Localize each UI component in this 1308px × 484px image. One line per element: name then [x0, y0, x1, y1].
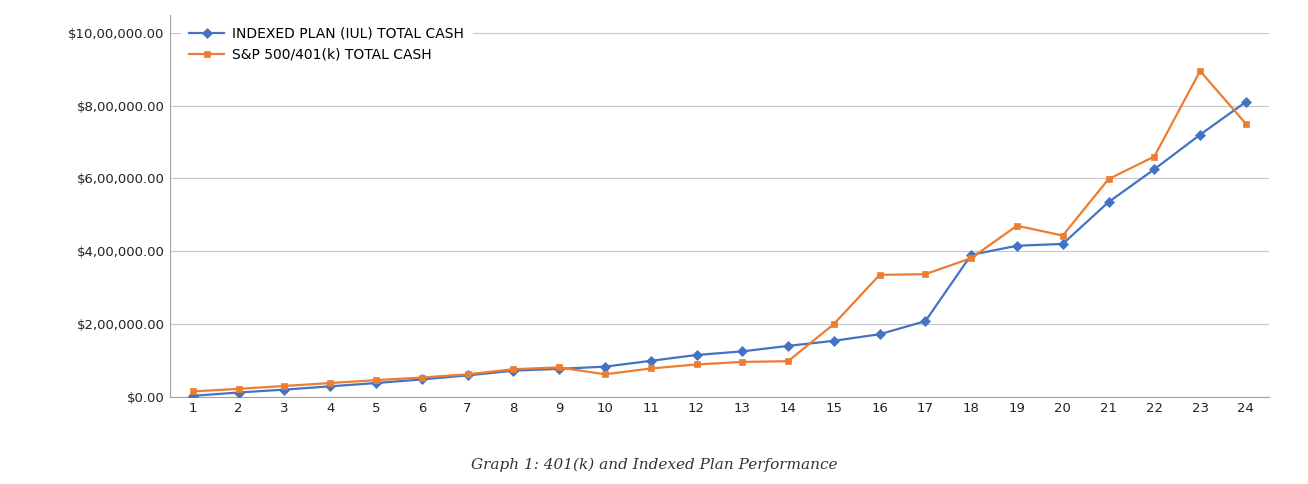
S&P 500/401(k) TOTAL CASH	[596, 371, 612, 377]
S&P 500/401(k) TOTAL CASH	[1237, 121, 1253, 127]
INDEXED PLAN (IUL) TOTAL CASH	[369, 380, 385, 386]
INDEXED PLAN (IUL) TOTAL CASH	[1101, 199, 1117, 205]
INDEXED PLAN (IUL) TOTAL CASH	[277, 387, 293, 393]
S&P 500/401(k) TOTAL CASH	[230, 386, 246, 392]
INDEXED PLAN (IUL) TOTAL CASH	[1010, 243, 1025, 249]
S&P 500/401(k) TOTAL CASH	[1054, 233, 1070, 239]
INDEXED PLAN (IUL) TOTAL CASH	[918, 318, 934, 324]
INDEXED PLAN (IUL) TOTAL CASH	[963, 252, 978, 258]
INDEXED PLAN (IUL) TOTAL CASH	[871, 332, 887, 337]
S&P 500/401(k) TOTAL CASH	[413, 375, 429, 380]
S&P 500/401(k) TOTAL CASH	[505, 366, 521, 372]
S&P 500/401(k) TOTAL CASH	[1010, 223, 1025, 228]
S&P 500/401(k) TOTAL CASH	[369, 377, 385, 383]
INDEXED PLAN (IUL) TOTAL CASH	[780, 343, 795, 349]
INDEXED PLAN (IUL) TOTAL CASH	[644, 358, 658, 364]
S&P 500/401(k) TOTAL CASH	[871, 272, 887, 278]
S&P 500/401(k) TOTAL CASH	[1101, 176, 1117, 182]
INDEXED PLAN (IUL) TOTAL CASH	[1054, 241, 1070, 247]
INDEXED PLAN (IUL) TOTAL CASH	[1193, 132, 1209, 137]
S&P 500/401(k) TOTAL CASH	[918, 271, 934, 277]
S&P 500/401(k) TOTAL CASH	[322, 380, 337, 386]
S&P 500/401(k) TOTAL CASH	[827, 321, 842, 327]
S&P 500/401(k) TOTAL CASH	[688, 362, 704, 367]
Line: INDEXED PLAN (IUL) TOTAL CASH: INDEXED PLAN (IUL) TOTAL CASH	[190, 98, 1249, 399]
INDEXED PLAN (IUL) TOTAL CASH	[322, 383, 337, 389]
INDEXED PLAN (IUL) TOTAL CASH	[505, 368, 521, 374]
INDEXED PLAN (IUL) TOTAL CASH	[735, 348, 751, 354]
S&P 500/401(k) TOTAL CASH	[963, 255, 978, 261]
INDEXED PLAN (IUL) TOTAL CASH	[460, 373, 476, 378]
INDEXED PLAN (IUL) TOTAL CASH	[1146, 166, 1162, 172]
S&P 500/401(k) TOTAL CASH	[1193, 68, 1209, 74]
INDEXED PLAN (IUL) TOTAL CASH	[186, 393, 201, 399]
INDEXED PLAN (IUL) TOTAL CASH	[413, 377, 429, 382]
INDEXED PLAN (IUL) TOTAL CASH	[688, 352, 704, 358]
S&P 500/401(k) TOTAL CASH	[277, 383, 293, 389]
S&P 500/401(k) TOTAL CASH	[552, 364, 568, 370]
S&P 500/401(k) TOTAL CASH	[460, 371, 476, 377]
S&P 500/401(k) TOTAL CASH	[186, 389, 201, 394]
INDEXED PLAN (IUL) TOTAL CASH	[596, 364, 612, 370]
INDEXED PLAN (IUL) TOTAL CASH	[1237, 99, 1253, 105]
Line: S&P 500/401(k) TOTAL CASH: S&P 500/401(k) TOTAL CASH	[190, 67, 1249, 395]
S&P 500/401(k) TOTAL CASH	[1146, 153, 1162, 159]
Legend: INDEXED PLAN (IUL) TOTAL CASH, S&P 500/401(k) TOTAL CASH: INDEXED PLAN (IUL) TOTAL CASH, S&P 500/4…	[181, 18, 472, 70]
INDEXED PLAN (IUL) TOTAL CASH	[827, 338, 842, 344]
S&P 500/401(k) TOTAL CASH	[780, 358, 795, 364]
INDEXED PLAN (IUL) TOTAL CASH	[230, 390, 246, 395]
S&P 500/401(k) TOTAL CASH	[644, 365, 658, 371]
Text: Graph 1: 401(k) and Indexed Plan Performance: Graph 1: 401(k) and Indexed Plan Perform…	[471, 458, 837, 472]
S&P 500/401(k) TOTAL CASH	[735, 359, 751, 365]
INDEXED PLAN (IUL) TOTAL CASH	[552, 366, 568, 372]
